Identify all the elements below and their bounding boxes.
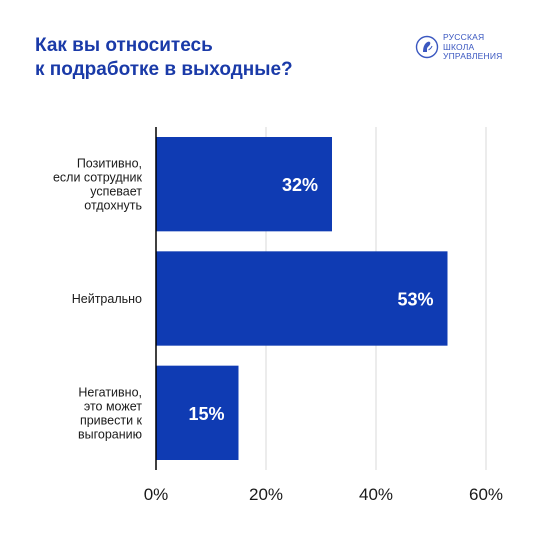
category-label-2-line-2: привести к (80, 413, 143, 427)
category-label-2-line-3: выгоранию (78, 427, 142, 441)
bar-0 (156, 137, 332, 232)
chart-title: Как вы относитесь к подработке в выходны… (35, 34, 355, 82)
x-tick-label-0: 0% (144, 485, 169, 504)
rsu-emblem-icon (415, 35, 439, 59)
bar-value-label-1: 53% (397, 290, 433, 310)
category-label-2-line-0: Негативно, (78, 385, 142, 399)
category-label-0-line-0: Позитивно, (77, 157, 142, 171)
category-label-0-line-2: успевает (90, 185, 142, 199)
bar-value-label-2: 15% (188, 404, 224, 424)
x-tick-label-1: 20% (249, 485, 283, 504)
category-label-1-line-0: Нейтрально (72, 292, 142, 306)
category-label-0-line-1: если сотрудник (53, 171, 143, 185)
brand-logo: РУССКАЯ ШКОЛА УПРАВЛЕНИЯ (415, 32, 525, 66)
x-tick-label-3: 60% (469, 485, 503, 504)
category-label-0-line-3: отдохнуть (84, 199, 142, 213)
x-tick-label-2: 40% (359, 485, 393, 504)
bar-1 (156, 251, 448, 346)
chart-title-line-2: к подработке в выходные? (35, 59, 293, 80)
brand-logo-text: РУССКАЯ ШКОЛА УПРАВЛЕНИЯ (443, 32, 503, 62)
chart-title-line-1: Как вы относитесь (35, 35, 213, 56)
brand-logo-line-2: ШКОЛА (443, 41, 475, 52)
bar-2 (156, 365, 239, 460)
brand-logo-line-1: РУССКАЯ (443, 32, 485, 42)
brand-logo-line-3: УПРАВЛЕНИЯ (443, 51, 503, 61)
bar-value-label-0: 32% (282, 175, 318, 195)
category-label-2-line-1: это может (84, 399, 142, 413)
